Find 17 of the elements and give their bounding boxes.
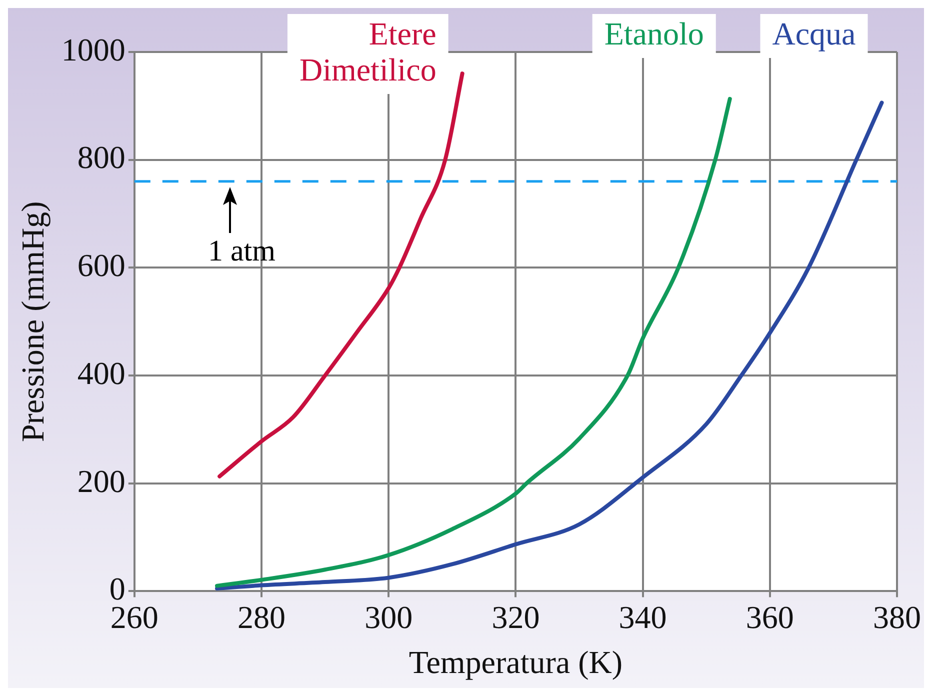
x-tick-label: 320 <box>492 598 540 635</box>
series-label: Acqua <box>772 15 856 52</box>
y-axis-title: Pressione (mmHg) <box>14 201 51 442</box>
series-label: Etere Dimetilico <box>299 15 436 88</box>
y-tick-label: 200 <box>77 462 126 499</box>
y-tick-label: 1000 <box>61 31 126 68</box>
x-tick-label: 280 <box>238 598 286 635</box>
y-tick-label: 600 <box>77 247 126 284</box>
x-axis-title: Temperatura (K) <box>408 644 623 680</box>
x-tick-label: 340 <box>618 598 667 635</box>
y-tick-label: 800 <box>77 139 126 176</box>
x-tick-label: 360 <box>746 598 794 635</box>
ref-line-label: 1 atm <box>208 234 276 268</box>
series-label: Etanolo <box>604 15 704 52</box>
x-tick-label: 300 <box>364 598 413 635</box>
y-tick-label: 400 <box>77 354 126 391</box>
x-tick-label: 380 <box>873 598 921 635</box>
